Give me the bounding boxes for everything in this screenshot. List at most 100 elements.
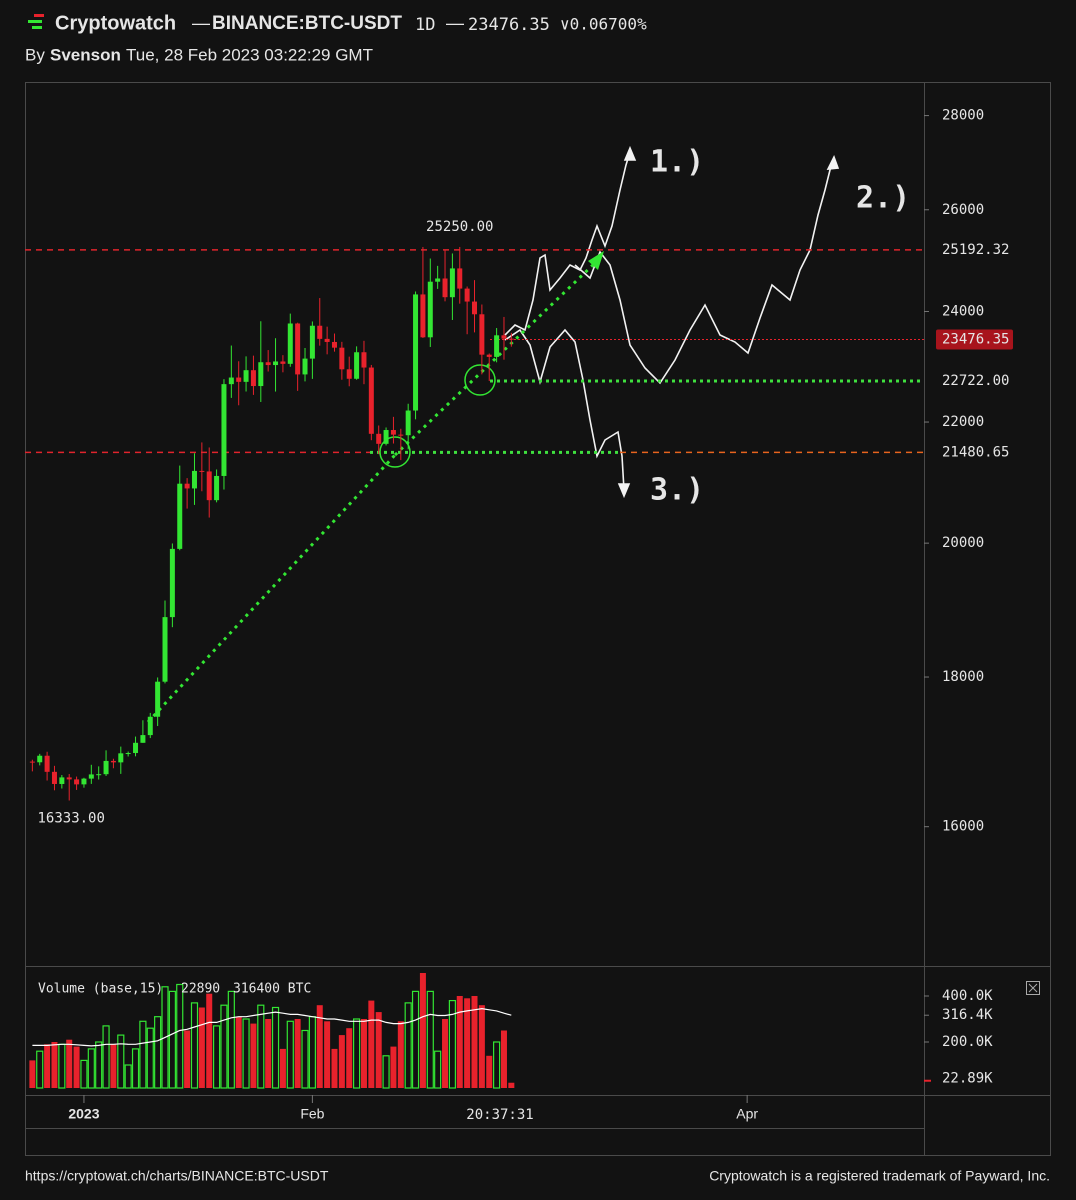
volume-bar <box>184 1030 191 1088</box>
y-tick-label: 18000 <box>942 669 984 685</box>
candle-body <box>191 470 197 489</box>
candle-body <box>243 370 249 382</box>
pair: BINANCE:BTC-USDT <box>212 13 402 34</box>
candle-body <box>479 314 485 355</box>
volume-bar <box>486 1055 493 1088</box>
last-price-tag <box>936 329 1013 350</box>
volume-bar <box>331 1048 338 1088</box>
volume-bar <box>220 1004 228 1089</box>
volume-bar <box>456 995 463 1088</box>
volume-bar <box>102 1025 110 1089</box>
candle-body <box>221 384 227 476</box>
publish-date: Tue, 28 Feb 2023 03:22:29 GMT <box>126 45 373 64</box>
volume-ma-line <box>32 1007 512 1047</box>
candle-body <box>44 755 50 772</box>
volume-bar <box>110 1044 117 1088</box>
volume-bar <box>87 1048 95 1089</box>
separator: — <box>446 13 464 33</box>
candle-body <box>155 681 161 717</box>
candle-body <box>29 761 35 763</box>
candle-body <box>383 430 389 444</box>
volume-bar <box>448 999 456 1089</box>
volume-bar <box>212 1025 221 1089</box>
footer-notice: Cryptowatch is a registered trademark of… <box>709 1168 1050 1184</box>
volume-bar <box>434 1050 442 1089</box>
projection-label: 3.) <box>650 473 704 508</box>
logo <box>28 14 44 29</box>
candle-body <box>169 548 175 618</box>
volume-bar <box>426 990 434 1089</box>
candle-body <box>258 362 264 387</box>
candle-body <box>199 470 205 472</box>
candle-body <box>346 369 352 379</box>
volume-bar <box>154 1016 162 1089</box>
volume-tick-label: 400.0K <box>942 988 993 1004</box>
volume-bar <box>301 1029 309 1089</box>
candle-body <box>457 268 463 289</box>
candle-body <box>96 774 102 776</box>
candle-body <box>147 716 153 736</box>
candle-body <box>81 778 87 785</box>
candle-body <box>339 347 345 370</box>
volume-bar <box>198 1007 205 1088</box>
interval: 1D <box>415 15 435 35</box>
candle-body <box>494 335 500 357</box>
volume-bar <box>294 1018 301 1088</box>
y-tick-label: 20000 <box>942 535 984 551</box>
candle-body <box>236 377 242 382</box>
volume-bar <box>375 1012 382 1088</box>
x-tick-label: Feb <box>300 1106 324 1122</box>
volume-bar <box>478 1005 485 1088</box>
candle-body <box>125 753 131 755</box>
volume-bar <box>51 1041 58 1088</box>
volume-bar <box>442 1018 449 1088</box>
candle-body <box>317 325 323 339</box>
byline-prefix: By <box>25 45 45 64</box>
volume-bar <box>168 990 176 1089</box>
volume-bar <box>271 1006 280 1089</box>
candle-body <box>214 475 220 501</box>
candle-body <box>37 755 43 763</box>
candle-body <box>140 735 146 743</box>
candle-body <box>162 617 168 682</box>
change: ∨0.06700% <box>560 15 647 34</box>
candle-body <box>295 323 301 375</box>
volume-bar <box>190 1002 199 1089</box>
volume-tick-label: 200.0K <box>942 1034 993 1050</box>
chart-frame <box>25 82 1051 1156</box>
candle-body <box>413 294 419 411</box>
close-volume-pane[interactable] <box>1026 981 1040 995</box>
volume-bar <box>36 1050 44 1089</box>
volume-bar <box>500 1030 507 1088</box>
y-tick-label: 16000 <box>942 819 984 835</box>
level-label: 25192.32 <box>942 242 1009 258</box>
candle-body <box>88 774 94 779</box>
y-tick-label: 22000 <box>942 414 984 430</box>
level-label: 21480.65 <box>942 444 1009 460</box>
candle-body <box>331 341 337 348</box>
volume-bar <box>265 1018 272 1088</box>
projection-drawings <box>504 145 840 499</box>
x-tick-label: Apr <box>736 1106 758 1122</box>
volume-bar <box>404 1002 412 1089</box>
candle-body <box>250 370 256 387</box>
candle-body <box>273 361 279 366</box>
candle-body <box>361 352 367 368</box>
candle-body <box>309 325 315 359</box>
volume-bar <box>66 1039 73 1088</box>
volume-bar <box>279 1048 286 1088</box>
volume-legend: Volume (base,15) <box>38 982 163 997</box>
volume-bar <box>117 1034 125 1089</box>
crosshair-time: 20:37:31 <box>466 1107 533 1123</box>
volume-bar <box>286 1020 294 1089</box>
candle-body <box>66 777 72 780</box>
candle-body <box>184 483 190 489</box>
y-tick-label: 28000 <box>942 108 984 124</box>
candle-body <box>390 430 396 435</box>
volume-bar <box>242 1018 250 1089</box>
candle-body <box>324 338 330 342</box>
candle-body <box>118 753 124 763</box>
volume-bar <box>250 1023 257 1088</box>
candle-body <box>302 358 308 375</box>
volume-ma-label: 316.4K <box>942 1007 993 1023</box>
